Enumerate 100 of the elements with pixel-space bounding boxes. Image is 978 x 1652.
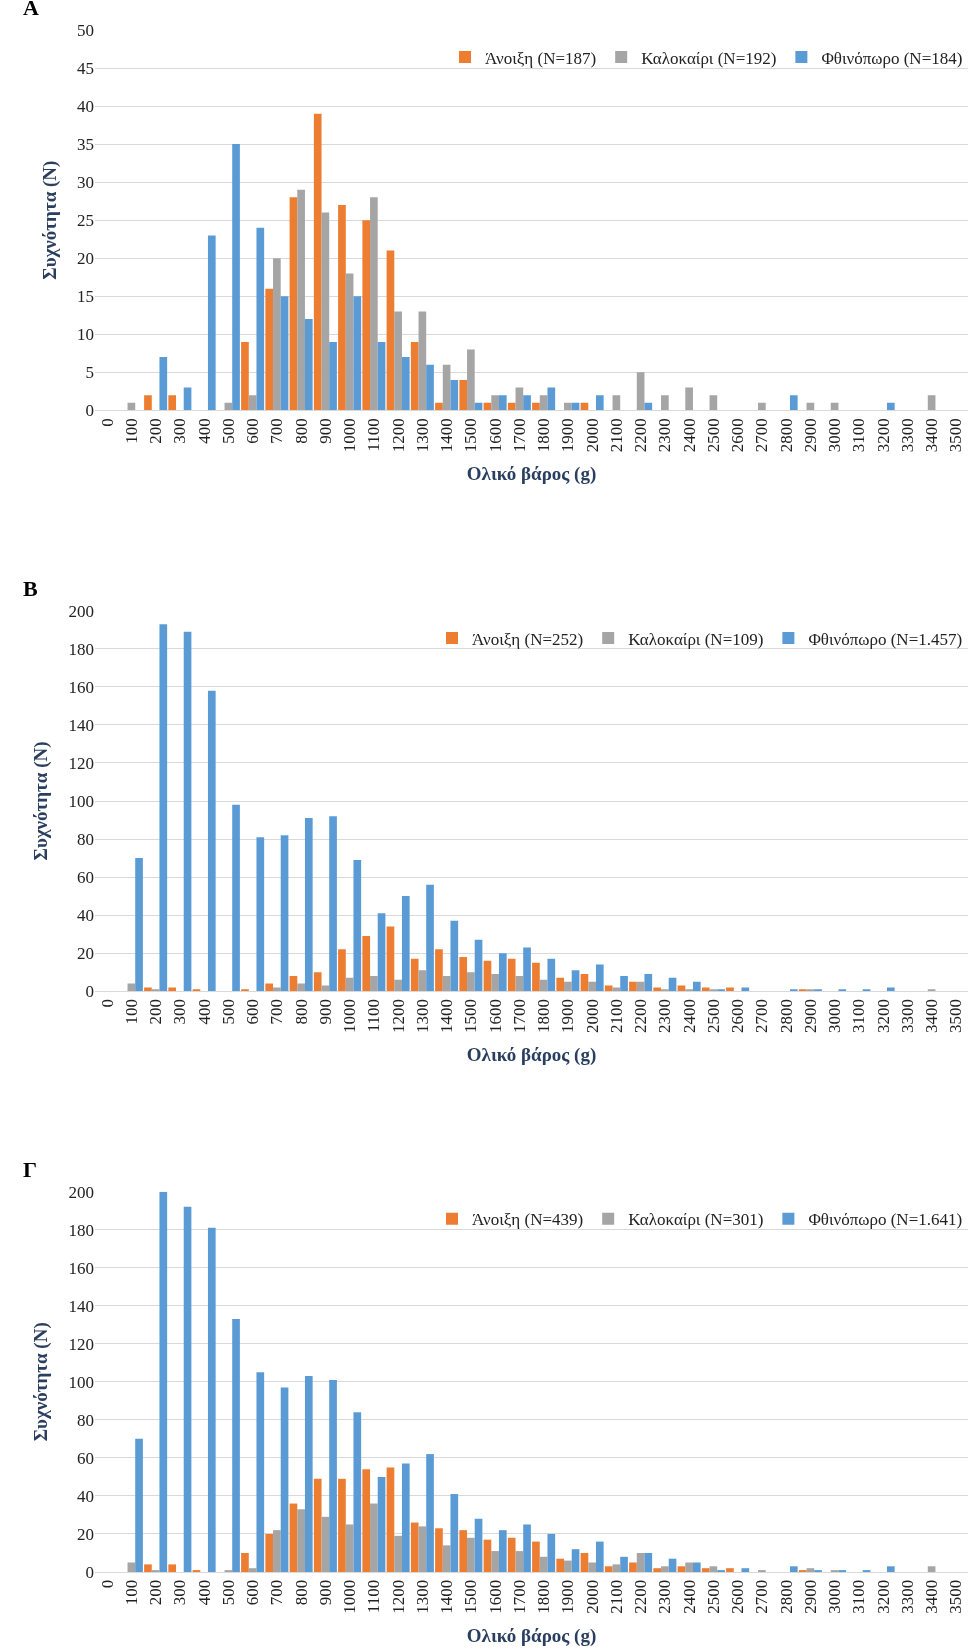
y-tick-label: 100: [68, 1372, 94, 1392]
legend-label: Καλοκαίρι (N=301): [628, 1210, 764, 1230]
bar: [248, 1568, 257, 1572]
bar: [265, 983, 274, 992]
x-tick-label: 2200: [631, 1579, 651, 1614]
x-tick-label: 2900: [800, 1579, 820, 1614]
bar: [789, 395, 798, 411]
bar: [232, 804, 240, 992]
bar: [183, 631, 192, 992]
bar: [256, 837, 265, 992]
y-tick-label: 30: [77, 173, 94, 193]
bar: [564, 402, 572, 411]
bar: [338, 204, 346, 411]
x-tick-label: 1000: [340, 998, 360, 1033]
bar: [709, 395, 718, 411]
x-tick-label: 3500: [946, 998, 966, 1033]
bar: [394, 311, 402, 411]
x-tick-label: 0: [97, 998, 117, 1008]
bar: [886, 1566, 895, 1572]
x-tick-label: 3500: [946, 418, 966, 453]
x-tick-label: 3500: [946, 1579, 966, 1614]
bar: [297, 1509, 305, 1572]
y-tick-label: 45: [77, 58, 94, 78]
y-axis-title: Συχνότητα (N): [38, 160, 61, 280]
bar: [127, 1562, 136, 1572]
x-tick-label: 0: [97, 1579, 117, 1589]
bar: [467, 972, 475, 992]
bar: [571, 1549, 580, 1572]
bar: [612, 1564, 621, 1572]
x-axis-title: Ολικό βάρος (g): [466, 462, 597, 485]
bar: [701, 987, 710, 992]
y-tick-label: 140: [68, 715, 94, 735]
y-tick-label: 160: [68, 1258, 94, 1278]
bar: [159, 357, 168, 411]
bar: [353, 1412, 362, 1572]
legend-label: Καλοκαίρι (N=192): [641, 48, 777, 68]
bar: [386, 926, 395, 992]
x-tick-label: 2800: [776, 418, 796, 453]
x-tick-label: 2000: [582, 998, 602, 1033]
bar: [685, 387, 693, 411]
bar: [483, 960, 492, 992]
x-tick-label: 2900: [800, 998, 820, 1033]
bar: [207, 235, 216, 411]
x-tick-label: 2200: [631, 418, 651, 453]
bar: [248, 395, 257, 411]
bar: [370, 1503, 378, 1572]
x-tick-label: 200: [146, 998, 166, 1025]
x-tick-label: 2000: [582, 1579, 602, 1614]
bar: [547, 387, 556, 411]
x-tick-label: 3100: [849, 998, 869, 1033]
bar: [289, 1503, 298, 1572]
bar: [289, 197, 298, 411]
bar: [168, 1564, 177, 1572]
x-tick-label: 700: [267, 1579, 287, 1606]
legend-label: Άνοιξη (N=187): [485, 48, 597, 68]
x-tick-label: 500: [218, 418, 238, 444]
bar: [410, 1522, 419, 1572]
bar: [401, 1463, 410, 1572]
bar: [144, 395, 152, 411]
x-tick-label: 700: [267, 418, 287, 444]
y-tick-label: 10: [77, 325, 94, 345]
bar: [862, 989, 871, 992]
bar: [661, 989, 669, 992]
bar: [709, 989, 718, 992]
bar: [726, 987, 734, 992]
bar: [886, 987, 895, 992]
x-tick-label: 3200: [873, 1579, 893, 1614]
bar: [588, 1562, 596, 1572]
bar: [386, 250, 395, 411]
bar: [362, 936, 371, 992]
bar: [329, 816, 337, 992]
x-tick-label: 800: [291, 998, 311, 1025]
bar: [297, 189, 305, 411]
y-axis-title: Συχνότητα (N): [30, 741, 53, 861]
bar: [435, 402, 443, 411]
x-tick-label: 700: [267, 998, 287, 1025]
x-tick-label: 1600: [485, 998, 505, 1033]
bar: [442, 364, 451, 411]
x-tick-label: 900: [315, 998, 335, 1025]
x-tick-label: 600: [243, 998, 263, 1025]
bar: [304, 818, 313, 992]
x-tick-label: 300: [170, 1579, 190, 1606]
x-tick-label: 1500: [461, 418, 481, 453]
x-tick-label: 1800: [534, 418, 554, 453]
bar: [644, 402, 653, 411]
x-tick-label: 900: [315, 1579, 335, 1606]
bar: [604, 985, 613, 992]
bar: [838, 989, 847, 992]
legend-label: Άνοιξη (N=439): [472, 1210, 584, 1230]
legend-label: Φθινόπωρο (N=1.457): [808, 629, 963, 649]
bar: [265, 1533, 274, 1572]
x-tick-label: 2500: [703, 998, 723, 1033]
y-tick-label: 160: [68, 677, 94, 697]
bar: [798, 989, 807, 992]
x-axis-title: Ολικό βάρος (g): [466, 1043, 597, 1066]
bar: [685, 989, 693, 992]
bar: [685, 1562, 693, 1572]
bar: [450, 379, 459, 411]
bar: [532, 402, 540, 411]
bar: [151, 989, 160, 992]
